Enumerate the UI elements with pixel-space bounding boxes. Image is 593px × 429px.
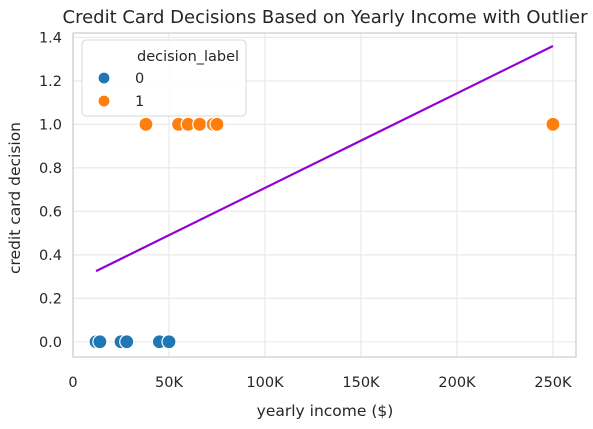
scatter-point-0 — [119, 334, 135, 350]
legend-label-0: 0 — [135, 71, 144, 87]
y-tick-label: 0.4 — [39, 248, 62, 264]
y-tick-label: 0.8 — [39, 161, 62, 177]
scatter-point-1 — [209, 116, 225, 132]
x-tick-label: 100K — [246, 375, 284, 391]
x-tick-label: 200K — [438, 375, 476, 391]
x-axis-ticks: 0 50K 100K 150K 200K 250K — [68, 375, 572, 391]
chart-title: Credit Card Decisions Based on Yearly In… — [63, 7, 589, 28]
y-tick-label: 1.2 — [39, 74, 62, 90]
scatter-points — [88, 116, 561, 350]
legend-marker-0 — [97, 71, 111, 85]
grid — [72, 33, 576, 357]
plot-frame — [72, 32, 577, 358]
y-tick-label: 1.0 — [39, 117, 62, 133]
scatter-point-1 — [138, 116, 154, 132]
fit-line — [95, 45, 554, 273]
legend-title: decision_label — [137, 49, 239, 65]
y-tick-label: 0.0 — [39, 335, 62, 351]
y-tick-label: 0.2 — [39, 291, 62, 307]
scatter-point-0 — [92, 334, 108, 350]
scatter-point-1 — [545, 116, 561, 132]
y-axis-label: credit card decision — [6, 122, 24, 274]
x-tick-label: 150K — [342, 375, 380, 391]
legend: decision_label 0 1 — [81, 39, 247, 117]
x-tick-label: 250K — [534, 375, 572, 391]
legend-label-1: 1 — [135, 94, 144, 110]
y-tick-label: 1.4 — [39, 30, 62, 46]
y-axis-ticks: 0.0 0.2 0.4 0.6 0.8 1.0 1.2 1.4 — [39, 30, 62, 350]
scatter-point-1 — [192, 116, 208, 132]
legend-box — [81, 39, 247, 117]
x-tick-label: 50K — [155, 375, 183, 391]
x-axis-label: yearly income ($) — [257, 402, 394, 420]
legend-marker-1 — [97, 94, 111, 108]
x-tick-label: 0 — [68, 375, 77, 391]
fit-line-layer — [95, 45, 554, 273]
scatter-point-0 — [161, 334, 177, 350]
y-tick-label: 0.6 — [39, 204, 62, 220]
